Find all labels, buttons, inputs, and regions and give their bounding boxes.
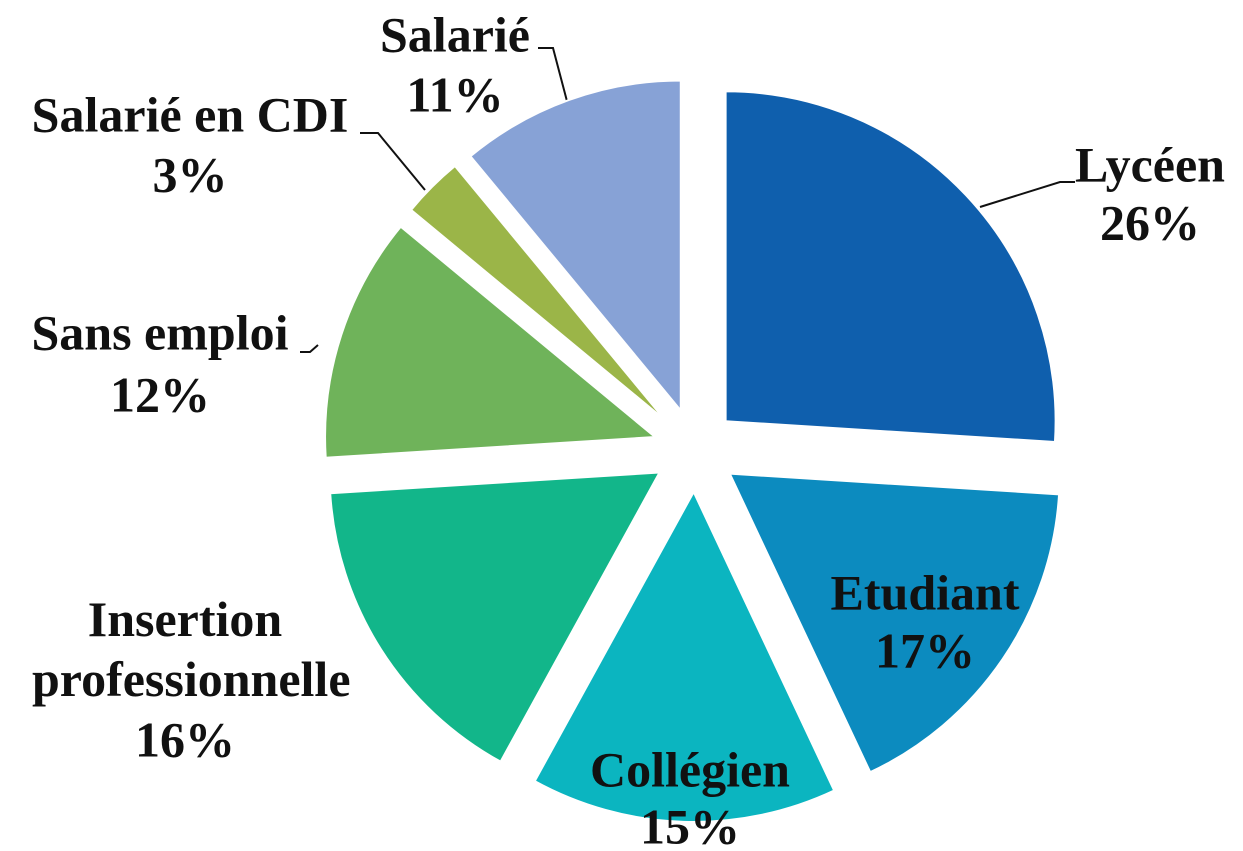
value-label: 15%: [640, 798, 740, 851]
leader-line: [538, 47, 569, 106]
value-label: 16%: [135, 711, 235, 767]
pie-slice: [409, 164, 667, 422]
value-label: 26%: [1100, 194, 1200, 250]
pie-slice: [329, 471, 662, 764]
leader-line: [979, 181, 1075, 208]
category-label: Sans emploi: [31, 304, 288, 360]
pie-slice: [728, 472, 1061, 774]
pie-slice: [724, 90, 1057, 444]
category-label: Salarié: [380, 6, 530, 62]
value-label: 11%: [406, 66, 503, 122]
pie-slice: [533, 489, 836, 823]
value-label: 17%: [875, 622, 975, 678]
category-label: Collégien: [590, 741, 790, 797]
category-label: Insertion professionnelle: [19, 591, 350, 707]
category-label: Lycéen: [1075, 136, 1225, 192]
leader-line: [360, 132, 426, 191]
pie-slice: [324, 225, 658, 459]
leader-line: [300, 344, 319, 353]
value-label: 3%: [153, 146, 228, 202]
category-label: Salarié en CDI: [32, 86, 349, 142]
value-label: 12%: [110, 366, 210, 422]
category-label: Etudiant: [831, 564, 1020, 620]
pie-slice: [469, 79, 682, 414]
